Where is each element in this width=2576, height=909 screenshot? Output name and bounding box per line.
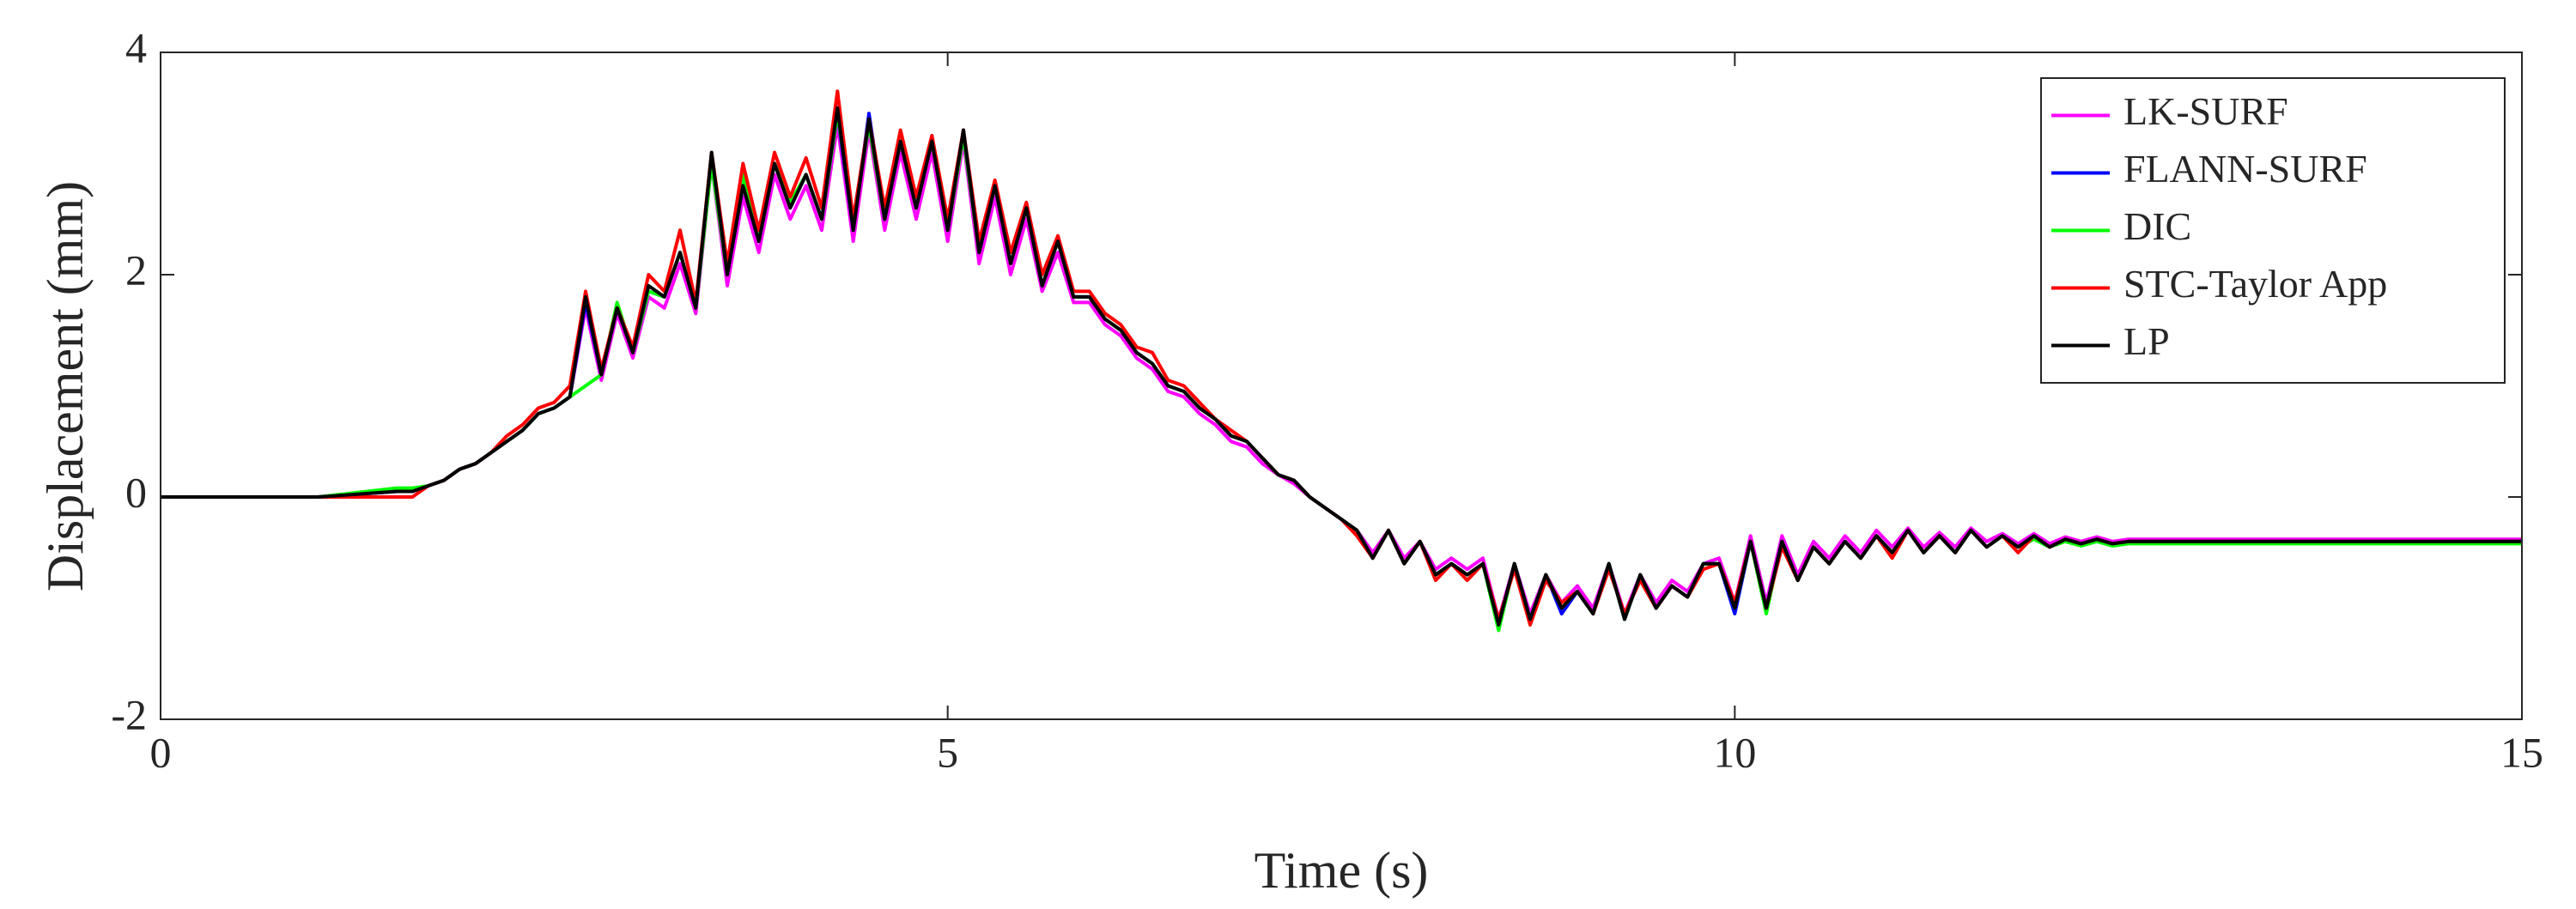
x-tick-label: 0 bbox=[150, 728, 172, 776]
legend-label: STC-Taylor App bbox=[2123, 262, 2387, 306]
legend-box bbox=[2040, 77, 2506, 384]
y-tick-label: 2 bbox=[125, 245, 147, 294]
y-axis-label: Displacement (mm) bbox=[37, 181, 94, 591]
legend-label: LK-SURF bbox=[2123, 89, 2288, 133]
legend-label: FLANN-SURF bbox=[2123, 147, 2367, 191]
plot-frame bbox=[160, 52, 2523, 720]
y-tick-label: 4 bbox=[125, 23, 147, 71]
legend-label: LP bbox=[2123, 319, 2170, 363]
x-tick-label: 15 bbox=[2500, 728, 2543, 776]
series-line bbox=[161, 106, 2522, 627]
legend: LK-SURF FLANN-SURF DIC STC-Taylor App LP bbox=[2040, 77, 2506, 384]
x-axis-label: Time (s) bbox=[1255, 842, 1429, 899]
x-tick-label: 10 bbox=[1713, 728, 1756, 776]
y-tick-label: -2 bbox=[111, 690, 147, 738]
y-tick-label: 0 bbox=[125, 468, 147, 516]
x-tick-label: 5 bbox=[937, 728, 958, 776]
legend-label: DIC bbox=[2123, 204, 2191, 248]
